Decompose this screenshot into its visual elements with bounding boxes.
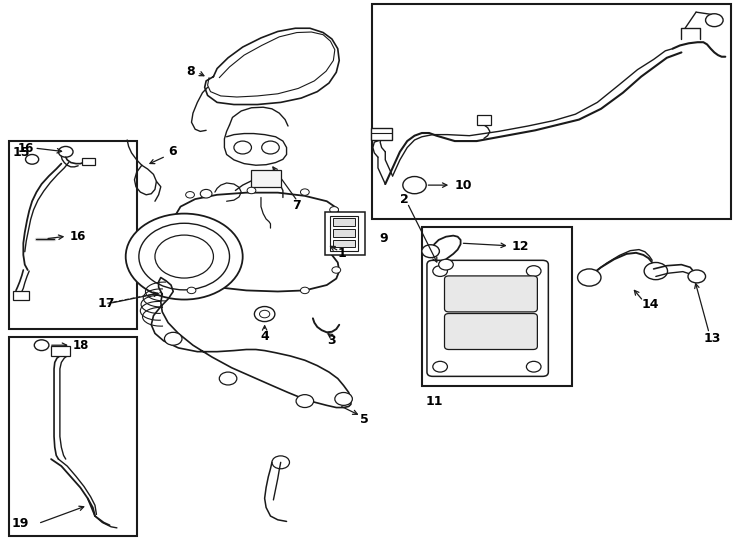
Text: 4: 4 — [261, 330, 269, 343]
Text: 19: 19 — [12, 517, 29, 530]
Circle shape — [335, 393, 352, 406]
Text: 15: 15 — [12, 146, 30, 159]
Circle shape — [260, 310, 270, 318]
Bar — [51, 346, 70, 356]
Circle shape — [330, 207, 338, 213]
Bar — [13, 292, 29, 300]
Bar — [9, 337, 137, 536]
Circle shape — [200, 190, 212, 198]
Bar — [333, 218, 355, 226]
Text: 3: 3 — [327, 334, 336, 347]
FancyBboxPatch shape — [427, 260, 548, 376]
Circle shape — [688, 270, 705, 283]
Bar — [333, 240, 355, 247]
Circle shape — [234, 141, 252, 154]
Circle shape — [433, 266, 448, 276]
Circle shape — [526, 361, 541, 372]
Text: 7: 7 — [291, 199, 300, 212]
Text: 17: 17 — [98, 297, 115, 310]
Circle shape — [187, 287, 196, 294]
Text: 5: 5 — [360, 413, 368, 426]
Circle shape — [433, 361, 448, 372]
Bar — [324, 212, 365, 255]
Bar — [81, 158, 95, 165]
Text: 16: 16 — [70, 230, 86, 243]
Circle shape — [164, 332, 182, 345]
Circle shape — [255, 307, 275, 322]
Circle shape — [26, 154, 39, 164]
Text: 8: 8 — [186, 65, 195, 78]
Bar — [476, 115, 491, 125]
Text: 10: 10 — [455, 179, 472, 192]
Bar — [252, 170, 280, 187]
FancyBboxPatch shape — [445, 276, 537, 312]
Bar — [372, 4, 731, 219]
Text: 1: 1 — [338, 247, 346, 260]
Text: 18: 18 — [73, 339, 90, 352]
Bar — [333, 229, 355, 237]
Text: 16: 16 — [18, 141, 34, 154]
Text: 6: 6 — [168, 145, 177, 158]
Circle shape — [247, 187, 256, 194]
Bar — [422, 227, 572, 386]
Circle shape — [403, 177, 426, 194]
Text: 9: 9 — [379, 232, 388, 245]
Circle shape — [300, 189, 309, 195]
Text: 12: 12 — [512, 240, 529, 253]
Circle shape — [272, 456, 289, 469]
Circle shape — [296, 395, 313, 408]
Circle shape — [578, 269, 601, 286]
Circle shape — [219, 372, 237, 385]
Text: 14: 14 — [642, 299, 658, 312]
Circle shape — [422, 245, 440, 258]
FancyBboxPatch shape — [445, 314, 537, 349]
Text: 11: 11 — [426, 395, 443, 408]
Circle shape — [262, 141, 279, 154]
Circle shape — [139, 223, 230, 290]
Circle shape — [300, 287, 309, 294]
Text: 2: 2 — [400, 193, 409, 206]
Text: 13: 13 — [703, 332, 721, 345]
Bar — [371, 128, 392, 140]
Bar — [330, 217, 358, 251]
Circle shape — [155, 235, 214, 278]
Bar — [9, 141, 137, 329]
Circle shape — [126, 214, 243, 300]
Circle shape — [332, 267, 341, 273]
Circle shape — [186, 192, 195, 198]
Circle shape — [644, 262, 667, 280]
Circle shape — [526, 266, 541, 276]
Circle shape — [439, 259, 454, 270]
Circle shape — [34, 340, 49, 350]
Circle shape — [705, 14, 723, 26]
Circle shape — [59, 146, 73, 157]
